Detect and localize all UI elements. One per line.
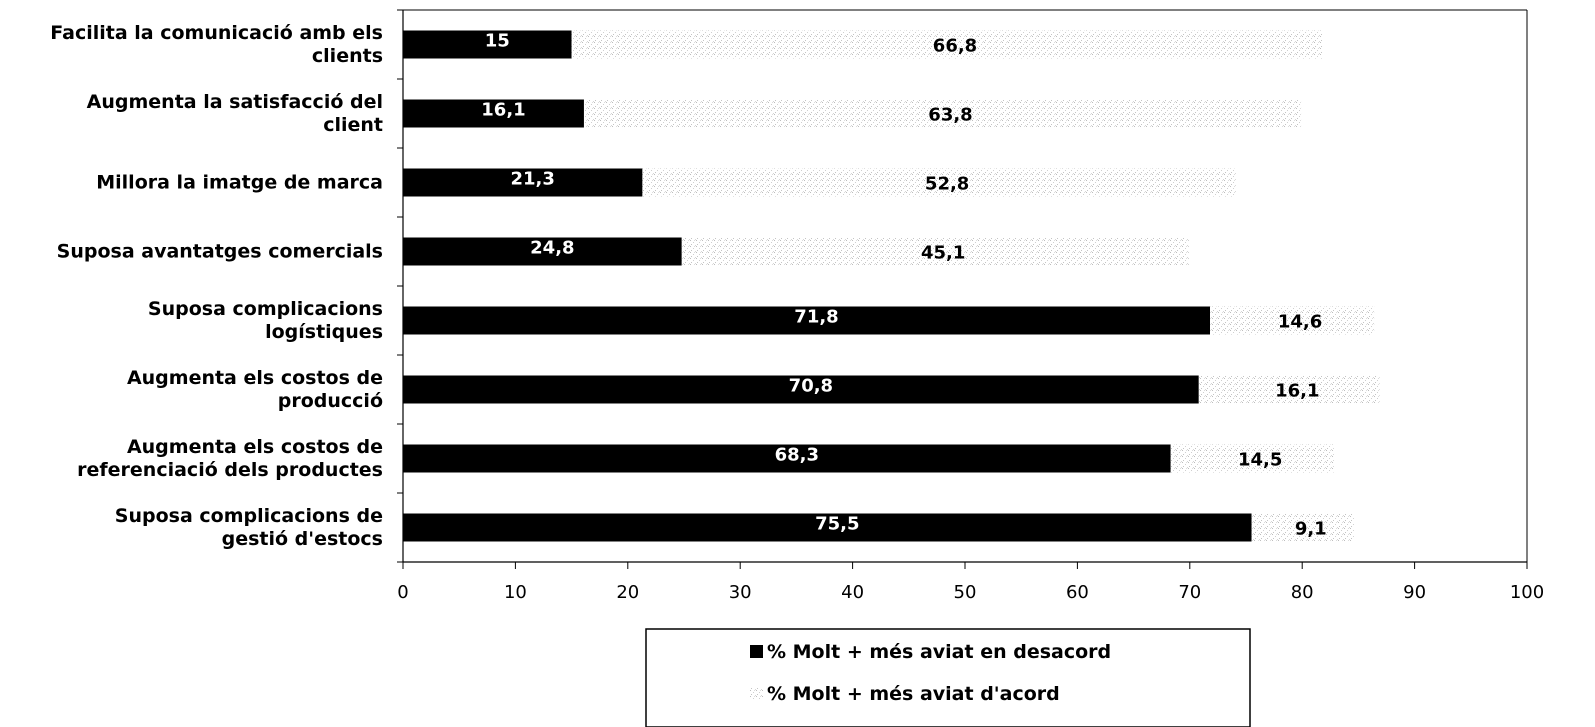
bar-agree <box>1170 444 1334 473</box>
bar-disagree <box>403 99 584 128</box>
data-label-disagree: 21,3 <box>510 169 554 190</box>
category-label: Millora la imatge de marca <box>96 172 383 194</box>
data-label-disagree: 75,5 <box>815 514 859 535</box>
bar-disagree <box>403 306 1211 335</box>
x-tick-label: 30 <box>729 582 752 603</box>
data-label-agree: 9,1 <box>1295 519 1327 540</box>
bar-disagree <box>403 375 1199 404</box>
category-label: Augmenta els costos de producció <box>127 367 383 412</box>
bar-disagree <box>403 168 643 197</box>
category-label: Suposa avantatges comercials <box>57 241 383 263</box>
data-label-disagree: 68,3 <box>775 445 819 466</box>
category-label: Suposa complicacions logístiques <box>148 298 383 343</box>
bar-agree <box>1251 513 1354 542</box>
data-label-agree: 14,5 <box>1238 450 1282 471</box>
data-label-disagree: 24,8 <box>530 238 574 259</box>
legend-box <box>645 628 1251 727</box>
category-label: Augmenta la satisfacció del client <box>87 91 383 136</box>
x-tick-label: 100 <box>1510 582 1544 603</box>
legend-label-agree: % Molt + més aviat d'acord <box>767 683 1060 705</box>
x-tick-label: 70 <box>1178 582 1201 603</box>
bar-agree <box>642 168 1236 197</box>
bar-agree <box>583 99 1302 128</box>
data-label-agree: 52,8 <box>925 174 969 195</box>
bar-disagree <box>403 513 1252 542</box>
data-label-agree: 45,1 <box>921 243 965 264</box>
data-label-agree: 63,8 <box>928 105 972 126</box>
x-tick-label: 80 <box>1291 582 1314 603</box>
bar-disagree <box>403 30 572 59</box>
category-label: Suposa complicacions de gestió d'estocs <box>115 505 383 550</box>
data-label-disagree: 71,8 <box>794 307 838 328</box>
data-label-disagree: 15 <box>485 31 510 52</box>
x-tick-label: 40 <box>841 582 864 603</box>
x-tick-label: 50 <box>954 582 977 603</box>
bar-disagree <box>403 237 682 266</box>
legend-swatch-agree <box>750 687 763 700</box>
legend-swatch-disagree <box>750 645 763 658</box>
bar-agree <box>681 237 1189 266</box>
x-tick-label: 60 <box>1066 582 1089 603</box>
bar-agree <box>571 30 1323 59</box>
data-label-disagree: 16,1 <box>481 100 525 121</box>
data-label-agree: 14,6 <box>1278 312 1322 333</box>
data-label-agree: 16,1 <box>1275 381 1319 402</box>
legend-label-disagree: % Molt + més aviat en desacord <box>767 641 1111 663</box>
category-label: Facilita la comunicació amb els clients <box>50 22 383 67</box>
data-label-disagree: 70,8 <box>789 376 833 397</box>
bar-disagree <box>403 444 1171 473</box>
x-tick-label: 20 <box>616 582 639 603</box>
data-label-agree: 66,8 <box>933 36 977 57</box>
bar-agree <box>1198 375 1380 404</box>
x-tick-label: 10 <box>504 582 527 603</box>
bar-agree <box>1210 306 1375 335</box>
category-label: Augmenta els costos de referenciació dels… <box>77 436 383 481</box>
x-tick-label: 0 <box>397 582 408 603</box>
x-tick-label: 90 <box>1403 582 1426 603</box>
